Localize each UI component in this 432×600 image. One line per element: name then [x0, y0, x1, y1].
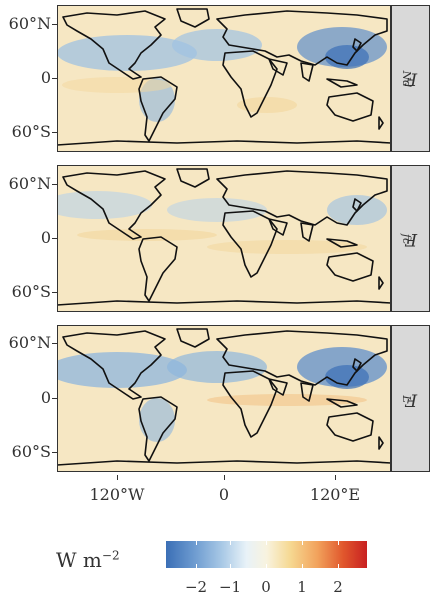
coastline-segment [57, 460, 391, 466]
coastline-segment [138, 396, 178, 462]
coastline-segment [378, 276, 384, 290]
anomaly-field [57, 27, 387, 122]
coastline-outline [57, 8, 391, 146]
coastline-outline [57, 328, 391, 466]
coastline-segment [300, 62, 314, 82]
coastline-outline [57, 168, 391, 306]
coastline-segment [326, 252, 374, 282]
coastline-segment [62, 10, 166, 80]
legend-unit: W m−2 [56, 548, 120, 572]
panel-strip-label: F Nd [391, 5, 430, 152]
coastline-segment [352, 358, 362, 372]
coastline-segment [300, 382, 314, 402]
map-panel-l [57, 325, 391, 472]
map-panel-nd [57, 5, 391, 152]
coastline-segment [62, 330, 166, 400]
y-axis-label-60n: 60°N [8, 333, 51, 352]
coastline-segment [268, 58, 288, 76]
coastline-segment [176, 328, 210, 348]
y-axis-label-0: 0 [40, 228, 51, 247]
coastline-segment [326, 92, 374, 122]
colorbar-tick-label: 2 [333, 578, 343, 596]
coastline-segment [138, 236, 178, 302]
coastline-segment [352, 198, 362, 212]
coastline-segment [378, 116, 384, 130]
coastline-segment [268, 378, 288, 396]
coastline-segment [326, 398, 358, 408]
colorbar-tick-label: −1 [218, 578, 242, 596]
coastline-segment [378, 436, 384, 450]
colorbar [166, 541, 367, 568]
y-axis-label-60n: 60°N [8, 14, 51, 33]
colorbar-tick-label: 1 [297, 578, 307, 596]
colorbar-tick-label: 0 [261, 578, 271, 596]
coastline-segment [57, 300, 391, 306]
coastline-segment [138, 76, 178, 142]
colorbar-tick-label: −2 [184, 578, 208, 596]
coastline-segment [300, 222, 314, 242]
y-axis-label-60n: 60°N [8, 174, 51, 193]
coastline-segment [216, 330, 388, 386]
y-axis-label-0: 0 [40, 388, 51, 407]
coastline-segment [326, 238, 358, 248]
map-panel-fc [57, 165, 391, 312]
coastline-segment [176, 168, 210, 188]
y-axis-label-60s: 60°S [11, 282, 51, 301]
coastline-segment [352, 38, 362, 52]
coastline-segment [326, 78, 358, 88]
coastline-segment [176, 8, 210, 28]
coastline-segment [216, 170, 388, 226]
anomaly-field [57, 347, 387, 442]
coastline-segment [57, 140, 391, 146]
x-axis-label-0: 0 [218, 485, 230, 504]
x-axis-label-120w: 120°W [89, 485, 145, 504]
y-axis-label-60s: 60°S [11, 122, 51, 141]
coastline-segment [216, 10, 388, 66]
anomaly-field [57, 191, 387, 254]
coastline-segment [326, 412, 374, 442]
coastline-segment [62, 170, 166, 240]
y-axis-label-0: 0 [40, 68, 51, 87]
x-axis-label-120e: 120°E [309, 485, 361, 504]
y-axis-label-60s: 60°S [11, 442, 51, 461]
coastline-segment [268, 218, 288, 236]
